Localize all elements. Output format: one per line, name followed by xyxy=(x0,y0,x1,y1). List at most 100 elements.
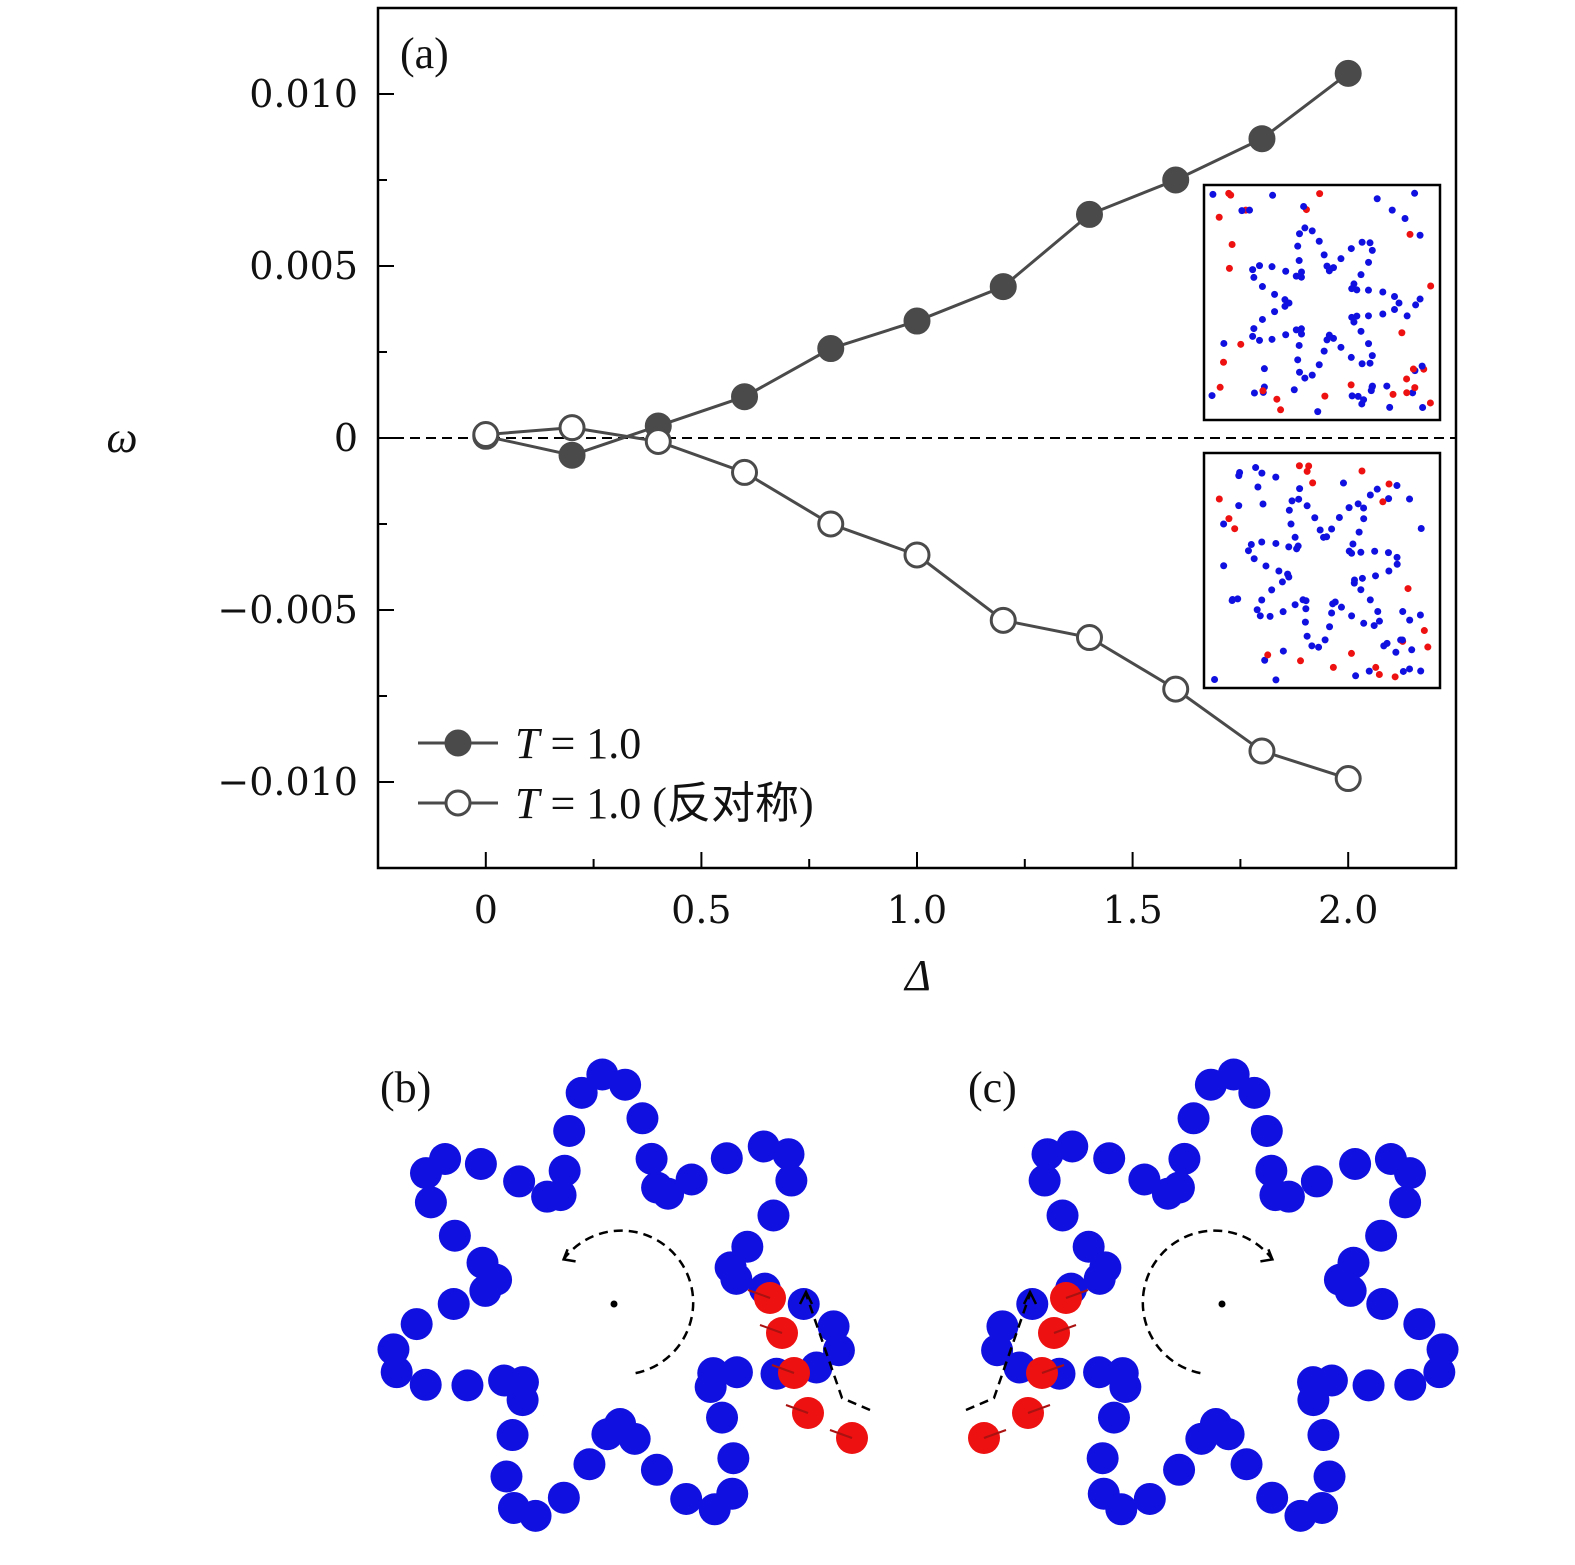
chain-bead xyxy=(438,1219,471,1252)
inset-particle xyxy=(1220,562,1228,570)
data-point-0 xyxy=(731,383,759,411)
inset-chain-bead xyxy=(1345,504,1353,512)
inset-particle xyxy=(1252,464,1260,472)
chain-bead xyxy=(1083,1262,1116,1295)
arrow-head-icon xyxy=(1260,1248,1275,1263)
inset-particle xyxy=(1389,390,1397,398)
inset-particle xyxy=(1235,502,1243,510)
inset-particle xyxy=(1373,485,1381,493)
inset-chain-bead xyxy=(1323,336,1331,344)
inset-chain-bead xyxy=(1391,306,1399,314)
inset-particle xyxy=(1272,676,1280,684)
inset-chain-bead xyxy=(1281,296,1289,304)
inset-chain-bead xyxy=(1250,555,1258,563)
inset-particle xyxy=(1420,627,1428,635)
chain-bead xyxy=(1194,1068,1227,1101)
inset-chain-bead xyxy=(1348,549,1356,557)
inset-particle xyxy=(1424,643,1432,651)
inset-chain-bead xyxy=(1370,622,1378,630)
inset-chain-bead xyxy=(1301,224,1309,232)
inset-chain-bead xyxy=(1337,603,1345,611)
inset-particle xyxy=(1321,392,1329,400)
rotation-arrow xyxy=(1141,1229,1274,1375)
inset-chain-bead xyxy=(1282,331,1290,339)
x-tick-label: 1.5 xyxy=(1102,888,1162,932)
inset-chain-bead xyxy=(1258,315,1266,323)
inset-particle xyxy=(1399,608,1407,616)
inset-chain-bead xyxy=(1368,246,1376,254)
inset-particle xyxy=(1385,495,1393,503)
inset-particle xyxy=(1358,400,1366,408)
chain-bead xyxy=(1352,1369,1385,1402)
inset-particle xyxy=(1215,495,1223,503)
chain-bead xyxy=(544,1179,577,1212)
chain-bead xyxy=(670,1482,703,1515)
chain-bead xyxy=(1255,1154,1288,1187)
inset-chain-bead xyxy=(1256,262,1264,270)
inset-particle xyxy=(1406,495,1414,503)
inset-particle xyxy=(1388,206,1396,214)
inset-chain-bead xyxy=(1262,562,1270,570)
force-arrow xyxy=(1053,1324,1077,1334)
chain-bead xyxy=(720,1262,753,1295)
legend-label: T = 1.0 (反对称) xyxy=(515,779,814,828)
inset-chain-bead xyxy=(1294,356,1302,364)
inset-chain-bead xyxy=(1316,526,1324,534)
inset-particle xyxy=(1259,500,1267,508)
inset-particle xyxy=(1269,191,1277,199)
inset-chain-bead xyxy=(1329,600,1337,608)
inset-chain-bead xyxy=(1315,237,1323,245)
inset-particle xyxy=(1238,207,1246,215)
inset-particle xyxy=(1250,389,1258,397)
chain-bead xyxy=(547,1481,580,1514)
inset-particle xyxy=(1366,491,1374,499)
x-tick-label: 0 xyxy=(474,888,498,932)
inset-chain-bead xyxy=(1249,332,1257,340)
chain-bead xyxy=(1056,1130,1089,1163)
chain-bead xyxy=(464,1147,497,1180)
data-point-1 xyxy=(1162,675,1190,703)
chain-bead xyxy=(775,1164,808,1197)
inset-particle xyxy=(1236,468,1244,476)
chain-bead xyxy=(822,1334,855,1367)
y-axis-label: ω xyxy=(106,413,137,462)
inset-chain-bead xyxy=(1266,612,1274,620)
x-tick-label: 0.5 xyxy=(671,888,731,932)
chain-bead xyxy=(1259,1179,1292,1212)
chain-bead xyxy=(409,1368,442,1401)
inset-particle xyxy=(1373,195,1381,203)
inset-particle xyxy=(1339,479,1347,487)
inset-chain-bead xyxy=(1258,538,1266,546)
inset-chain-bead xyxy=(1350,579,1358,587)
inset-particle xyxy=(1246,206,1254,214)
inset-particle xyxy=(1403,375,1411,383)
chain-bead xyxy=(981,1334,1014,1367)
inset-particle xyxy=(1419,404,1427,412)
data-point-0 xyxy=(903,307,931,335)
chain-bead xyxy=(698,1493,731,1526)
chain-bead xyxy=(1300,1165,1333,1198)
rotation-arrow xyxy=(562,1229,695,1375)
inset-chain-bead xyxy=(1271,290,1279,298)
chain-bead xyxy=(1306,1491,1339,1524)
chain-bead xyxy=(1374,1142,1407,1175)
chain-bead xyxy=(1168,1142,1201,1175)
panel-c xyxy=(965,1058,1459,1532)
inset-chain-bead xyxy=(1253,606,1261,614)
inset-chain-bead xyxy=(1372,572,1380,580)
chain-bead xyxy=(565,1076,598,1109)
inset-particle xyxy=(1416,295,1424,303)
inset-particle xyxy=(1220,358,1228,366)
chain-bead xyxy=(1163,1453,1196,1486)
inset-particle xyxy=(1231,525,1239,533)
data-point-1 xyxy=(989,606,1017,634)
flow-arrow xyxy=(804,1293,871,1412)
inset-chain-bead xyxy=(1393,553,1401,561)
inset-particle xyxy=(1305,462,1313,470)
inset-chain-bead xyxy=(1328,609,1336,617)
inset-chain-bead xyxy=(1358,238,1366,246)
force-arrow xyxy=(1027,1404,1051,1414)
force-arrow xyxy=(1065,1289,1089,1299)
data-point-0 xyxy=(1075,200,1103,228)
chain-bead xyxy=(503,1165,536,1198)
